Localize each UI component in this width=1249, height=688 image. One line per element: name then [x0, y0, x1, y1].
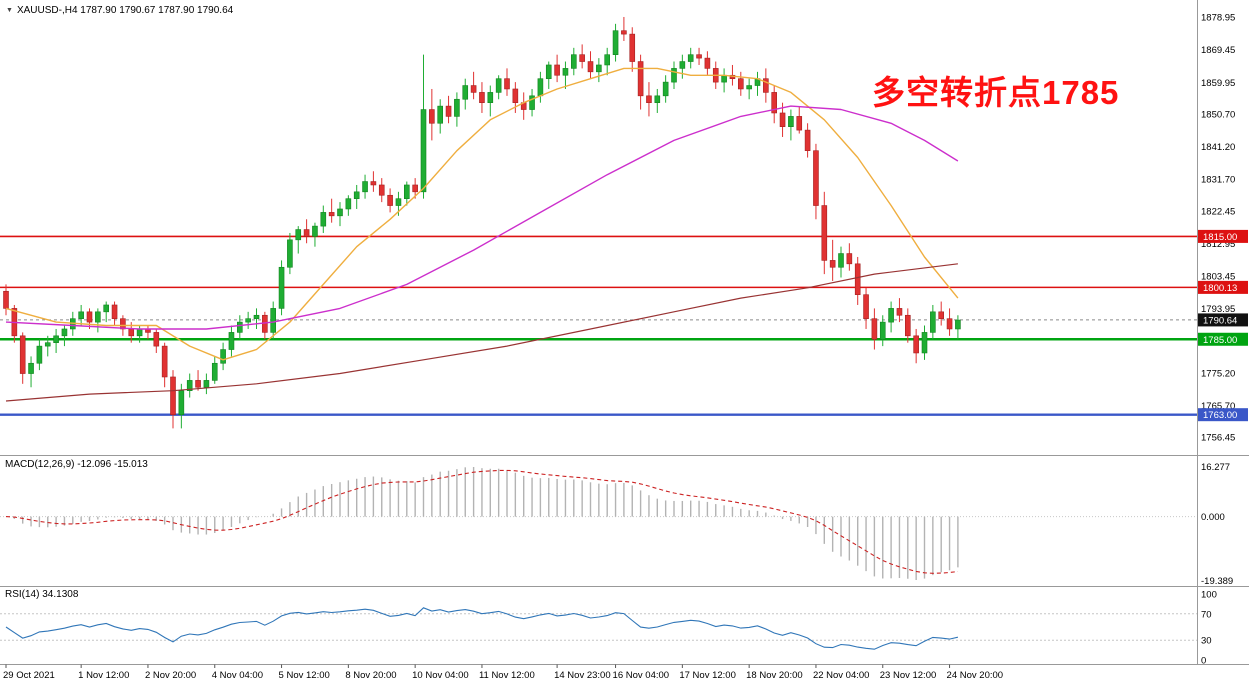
svg-text:14 Nov 23:00: 14 Nov 23:00	[554, 670, 611, 681]
price-tag	[1198, 229, 1248, 243]
svg-text:23 Nov 12:00: 23 Nov 12:00	[880, 670, 937, 681]
svg-text:29 Oct 2021: 29 Oct 2021	[3, 670, 55, 681]
svg-text:17 Nov 12:00: 17 Nov 12:00	[679, 670, 736, 681]
rsi-panel-layer	[0, 607, 1197, 650]
svg-text:4 Nov 04:00: 4 Nov 04:00	[212, 670, 263, 681]
macd-signal-line	[5, 469, 958, 574]
svg-text:16 Nov 04:00: 16 Nov 04:00	[613, 670, 670, 681]
ma-slow-darkred	[5, 263, 958, 402]
symbol-ohlc-text: XAUUSD-,H4 1787.90 1790.67 1787.90 1790.…	[16, 5, 234, 16]
ma-mid-magenta	[5, 105, 959, 330]
svg-text:1763.00: 1763.00	[1203, 410, 1237, 421]
svg-text:16.277: 16.277	[1201, 462, 1230, 473]
price-axis-labels[interactable]: 1878.95 1869.45 1859.95 1850.70 1841.20 1831.…	[1201, 13, 1235, 667]
svg-text:24 Nov 20:00: 24 Nov 20:00	[947, 670, 1004, 681]
svg-text:0.000: 0.000	[1201, 512, 1225, 523]
symbol-info: ▼ XAUUSD-,H4 1787.90 1790.67 1787.90 179…	[6, 5, 233, 16]
price-tag-layer: 1815.00 1800.13 1790.64 1785.00 1763.00	[1198, 229, 1248, 422]
svg-text:1831.70: 1831.70	[1201, 175, 1235, 186]
svg-text:1775.20: 1775.20	[1201, 368, 1235, 379]
symbol-marker-icon: ▼	[6, 7, 13, 14]
svg-text:22 Nov 04:00: 22 Nov 04:00	[813, 670, 870, 681]
svg-text:1785.00: 1785.00	[1203, 335, 1237, 346]
svg-text:2 Nov 20:00: 2 Nov 20:00	[145, 670, 196, 681]
svg-text:70: 70	[1201, 609, 1212, 620]
svg-text:1859.95: 1859.95	[1201, 78, 1235, 89]
svg-text:1869.45: 1869.45	[1201, 45, 1235, 56]
rsi-line	[5, 607, 959, 650]
svg-text:1793.95: 1793.95	[1201, 304, 1235, 315]
svg-text:0: 0	[1201, 656, 1206, 667]
rsi-indicator-label: RSI(14) 34.1308	[5, 589, 79, 600]
svg-text:8 Nov 20:00: 8 Nov 20:00	[345, 670, 396, 681]
ma-fast-orange	[5, 67, 959, 361]
svg-text:10 Nov 04:00: 10 Nov 04:00	[412, 670, 469, 681]
svg-text:11 Nov 12:00: 11 Nov 12:00	[479, 670, 535, 681]
svg-text:100: 100	[1201, 590, 1217, 601]
price-tag	[1198, 280, 1248, 294]
svg-text:1841.20: 1841.20	[1201, 142, 1235, 153]
svg-text:1800.13: 1800.13	[1203, 283, 1237, 294]
svg-text:5 Nov 12:00: 5 Nov 12:00	[279, 670, 330, 681]
macd-indicator-label: MACD(12,26,9) -12.096 -15.013	[5, 459, 148, 470]
candles-layer	[3, 16, 961, 429]
price-tag	[1198, 332, 1248, 346]
svg-text:1756.45: 1756.45	[1201, 433, 1235, 444]
price-tag	[1198, 313, 1248, 327]
svg-text:1790.64: 1790.64	[1203, 315, 1237, 326]
horizontal-lines-layer	[0, 235, 1197, 416]
svg-text:1815.00: 1815.00	[1203, 232, 1237, 243]
svg-text:1812.95: 1812.95	[1201, 239, 1235, 250]
annotation-text[interactable]: 多空转折点1785	[872, 74, 1120, 111]
svg-text:1850.70: 1850.70	[1201, 110, 1235, 121]
price-tag	[1198, 408, 1248, 422]
svg-text:-19.389: -19.389	[1201, 576, 1233, 587]
svg-text:1765.70: 1765.70	[1201, 401, 1235, 412]
svg-text:18 Nov 20:00: 18 Nov 20:00	[746, 670, 803, 681]
moving-averages-layer	[5, 67, 959, 402]
svg-text:1 Nov 12:00: 1 Nov 12:00	[78, 670, 129, 681]
svg-text:1822.45: 1822.45	[1201, 206, 1235, 217]
time-axis-layer[interactable]: 29 Oct 2021 1 Nov 12:00 2 Nov 20:00 4 Nov 0…	[3, 664, 1004, 682]
panel-separators	[0, 0, 1249, 665]
svg-text:1878.95: 1878.95	[1201, 13, 1235, 24]
svg-text:1803.45: 1803.45	[1201, 272, 1235, 283]
macd-panel-layer	[0, 467, 1197, 580]
svg-text:30: 30	[1201, 636, 1212, 647]
